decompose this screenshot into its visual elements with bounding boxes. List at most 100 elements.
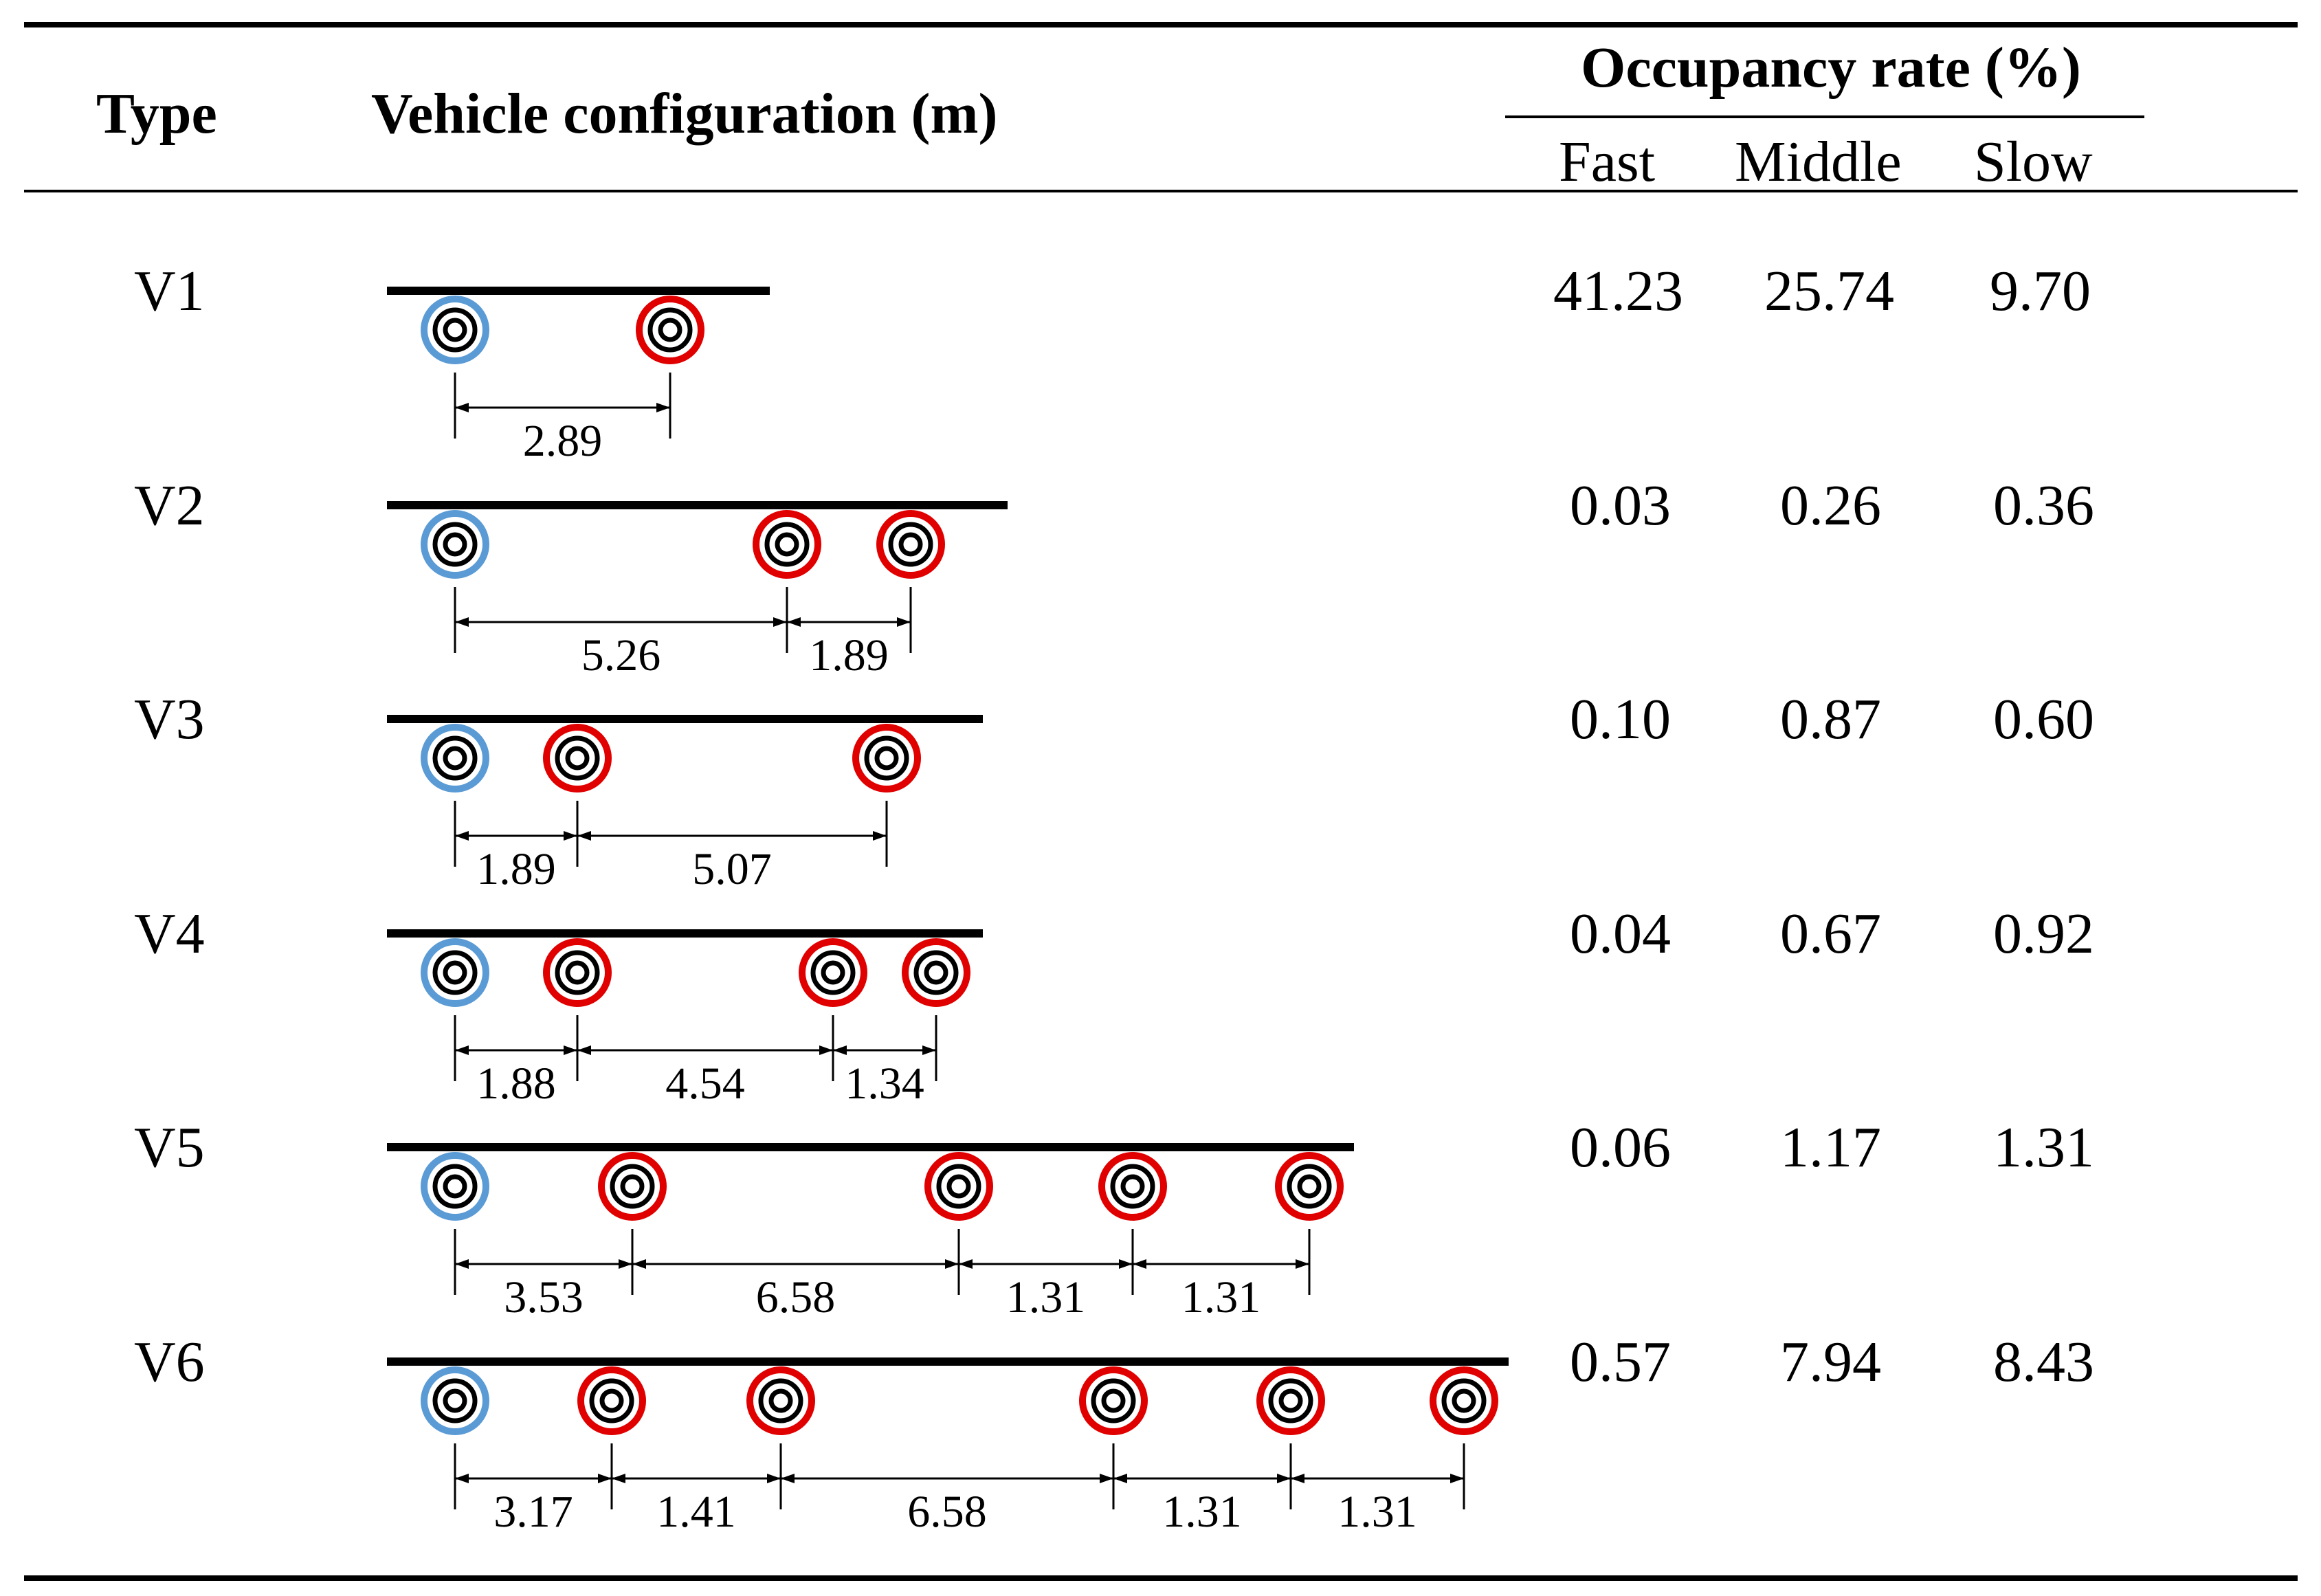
wheel-hub [443,960,467,985]
middle-value: 0.26 [1780,474,1881,537]
wheel-hub [1101,1388,1126,1413]
wheel-hub [1120,1174,1145,1199]
axle-spacing-label: 5.07 [692,844,772,894]
vehicle-body-bar [387,715,983,723]
wheel-hub [924,960,948,985]
rear-axle-wheel-icon [543,724,612,793]
rear-axle-wheel-icon [1079,1366,1148,1435]
dimension-arrow [577,1045,591,1055]
dimension-arrow [455,1259,469,1269]
dimension-arrow [819,1045,833,1055]
header-type: Type [96,82,217,146]
dimension-arrow [767,1474,781,1483]
dimension-arrow [1133,1259,1146,1269]
row-type-label: V4 [134,902,205,966]
wheel-hub [565,746,590,771]
dimension-arrow [897,617,911,627]
rear-axle-wheel-icon [799,938,867,1007]
dimension-arrow [873,831,887,841]
wheel-hub [768,1388,793,1413]
rear-axle-wheel-icon [1430,1366,1498,1435]
header-slow: Slow [1974,130,2093,194]
header-occupancy-rate: Occupancy rate (%) [1581,36,2081,100]
front-axle-wheel-icon [421,510,489,579]
vehicle-body-bar [387,929,983,938]
dimension-arrow [455,831,469,841]
vehicle-body-bar [387,1357,1509,1366]
vehicle-diagram-v5: 3.53 6.58 1.31 1.31 [387,1143,1354,1322]
fast-value: 0.03 [1570,474,1671,537]
dimension-arrow [781,1474,795,1483]
fast-value: 0.10 [1570,687,1671,751]
dimension-arrow [1450,1474,1464,1483]
middle-value: 25.74 [1764,259,1894,323]
fast-value: 0.06 [1570,1116,1671,1179]
dimension-arrow [1113,1474,1127,1483]
middle-value: 0.67 [1780,902,1881,966]
fast-value: 41.23 [1553,259,1683,323]
dimension-arrow [922,1045,936,1055]
dimension-arrow [598,1474,612,1483]
row-type-label: V1 [134,259,205,323]
axle-spacing-label: 1.31 [1337,1487,1417,1537]
header-rule [24,190,2298,192]
row-type-label: V3 [134,687,205,751]
dimension-arrow [656,403,670,412]
wheel-hub [775,532,799,557]
wheel-hub [1278,1388,1303,1413]
slow-value: 9.70 [1990,259,2091,323]
wheel-hub [874,746,899,771]
wheel-hub [1452,1388,1476,1413]
row-type-label: V2 [134,474,205,537]
wheel-hub [620,1174,645,1199]
rear-axle-wheel-icon [1256,1366,1325,1435]
rear-axle-wheel-icon [753,510,821,579]
wheel-hub [1297,1174,1322,1199]
wheel-hub [946,1174,971,1199]
vehicle-diagram-v2: 5.26 1.89 [387,501,1008,680]
rear-axle-wheel-icon [543,938,612,1007]
wheel-hub [443,1174,467,1199]
dimension-arrow [455,1474,469,1483]
axle-spacing-label: 1.31 [1162,1487,1242,1537]
wheel-hub [898,532,923,557]
vehicle-diagram-v4: 1.88 4.54 1.34 [387,929,983,1109]
axle-spacing-label: 3.53 [504,1272,584,1322]
front-axle-wheel-icon [421,724,489,793]
rear-axle-wheel-icon [876,510,945,579]
dimension-arrow [1100,1474,1113,1483]
vehicle-diagram-v1: 2.89 [387,287,770,466]
slow-value: 0.60 [1993,687,2094,751]
dimension-arrow [564,1045,577,1055]
wheel-hub [443,318,467,342]
header-middle: Middle [1735,130,1902,194]
wheel-hub [443,532,467,557]
axle-spacing-label: 1.31 [1181,1272,1261,1322]
front-axle-wheel-icon [421,1152,489,1221]
top-rule [24,22,2298,27]
dimension-arrow [577,831,591,841]
rear-axle-wheel-icon [746,1366,815,1435]
wheel-hub [565,960,590,985]
dimension-arrow [1291,1474,1304,1483]
axle-spacing-label: 3.17 [493,1487,573,1537]
rear-axle-wheel-icon [577,1366,646,1435]
axle-spacing-label: 1.31 [1006,1272,1086,1322]
vehicle-body-bar [387,287,770,295]
wheel-hub [443,1388,467,1413]
rear-axle-wheel-icon [636,296,704,364]
rear-axle-wheel-icon [1098,1152,1167,1221]
row-type-label: V6 [134,1330,205,1394]
axle-spacing-label: 4.54 [665,1059,745,1109]
axle-spacing-label: 6.58 [907,1487,987,1537]
slow-value: 8.43 [1993,1330,2094,1394]
dimension-arrow [773,617,787,627]
dimension-arrow [612,1474,625,1483]
wheel-hub [599,1388,624,1413]
dimension-arrow [1277,1474,1291,1483]
dimension-arrow [833,1045,847,1055]
rear-axle-wheel-icon [852,724,921,793]
front-axle-wheel-icon [421,1366,489,1435]
